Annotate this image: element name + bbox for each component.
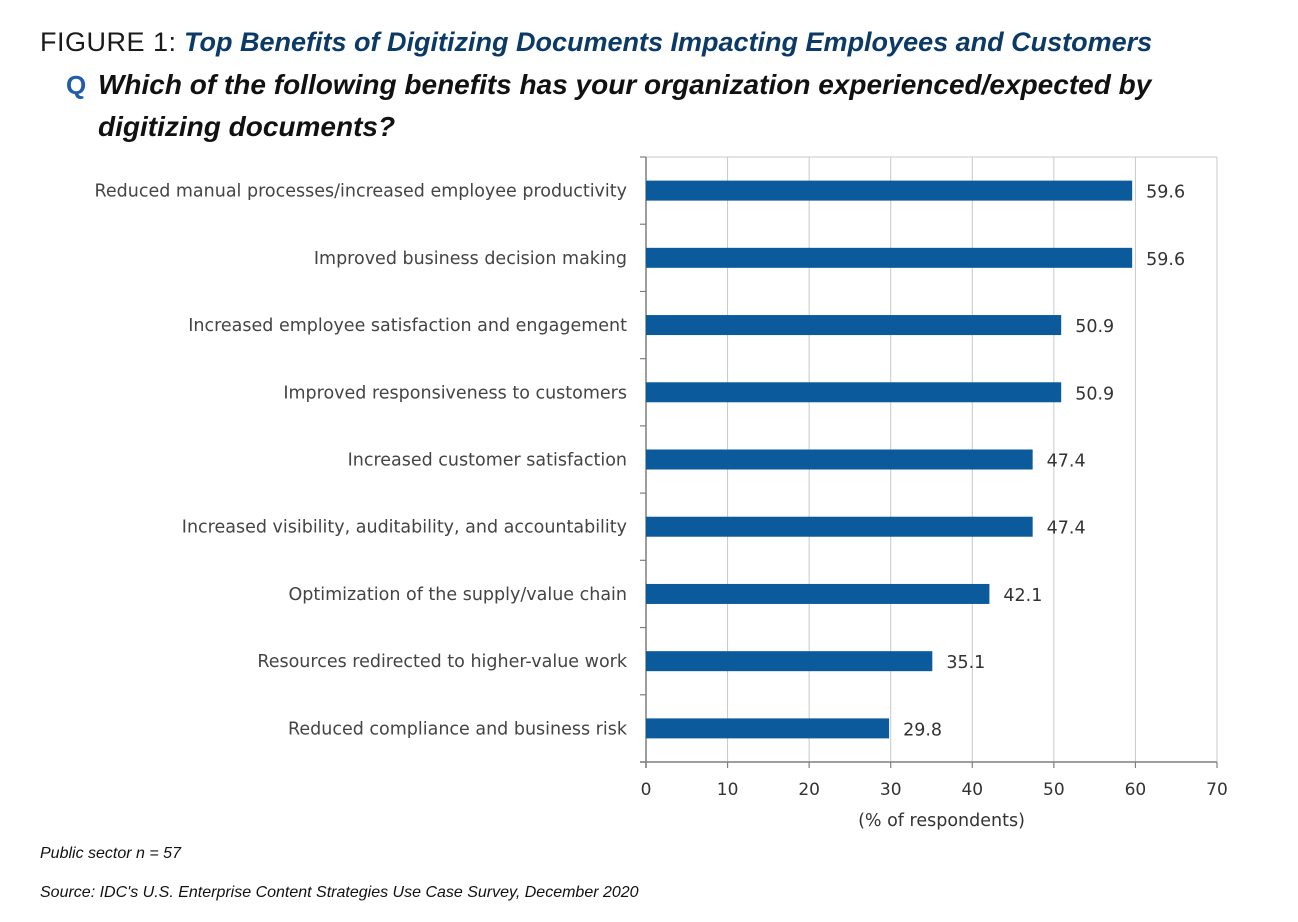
x-tick-label: 50 xyxy=(1043,780,1065,800)
bar xyxy=(646,247,1133,268)
value-label: 47.4 xyxy=(1047,452,1086,472)
category-label: Reduced manual processes/increased emplo… xyxy=(94,182,627,202)
value-label: 47.4 xyxy=(1047,519,1086,539)
bar xyxy=(646,718,890,739)
bar xyxy=(646,180,1133,201)
value-label: 50.9 xyxy=(1075,384,1114,404)
figure-heading: FIGURE 1: Top Benefits of Digitizing Doc… xyxy=(40,26,1152,58)
category-label: Increased visibility, auditability, and … xyxy=(182,518,627,538)
value-label: 42.1 xyxy=(1003,586,1042,606)
bar xyxy=(646,583,990,604)
category-label: Increased employee satisfaction and enga… xyxy=(188,316,627,336)
bar xyxy=(646,315,1062,336)
bar xyxy=(646,651,933,672)
figure-number: FIGURE 1: xyxy=(40,27,177,57)
question-marker: Q xyxy=(66,70,87,100)
value-label: 59.6 xyxy=(1146,250,1185,270)
bar xyxy=(646,516,1033,537)
bar xyxy=(646,449,1033,470)
x-tick-label: 0 xyxy=(641,780,652,800)
category-label: Optimization of the supply/value chain xyxy=(288,585,627,605)
survey-question: Which of the following benefits has your… xyxy=(98,69,1152,142)
bar xyxy=(646,382,1062,403)
x-tick-label: 30 xyxy=(880,780,902,800)
category-label: Increased customer satisfaction xyxy=(348,451,627,471)
figure-title: Top Benefits of Digitizing Documents Imp… xyxy=(184,27,1153,57)
x-tick-label: 40 xyxy=(961,780,983,800)
sample-size-note: Public sector n = 57 xyxy=(40,845,181,862)
value-label: 59.6 xyxy=(1146,183,1185,203)
x-tick-label: 20 xyxy=(798,780,820,800)
value-label: 35.1 xyxy=(946,653,985,673)
source-note: Source: IDC's U.S. Enterprise Content St… xyxy=(40,884,639,901)
value-label: 29.8 xyxy=(903,720,942,740)
x-tick-label: 70 xyxy=(1206,780,1228,800)
category-label: Improved responsiveness to customers xyxy=(283,383,627,403)
category-label: Improved business decision making xyxy=(314,249,627,269)
value-label: 50.9 xyxy=(1075,317,1114,337)
category-label: Resources redirected to higher-value wor… xyxy=(257,652,628,672)
x-tick-label: 60 xyxy=(1125,780,1147,800)
category-label: Reduced compliance and business risk xyxy=(288,719,628,739)
x-tick-label: 10 xyxy=(717,780,739,800)
x-axis-title: (% of respondents) xyxy=(858,811,1025,831)
